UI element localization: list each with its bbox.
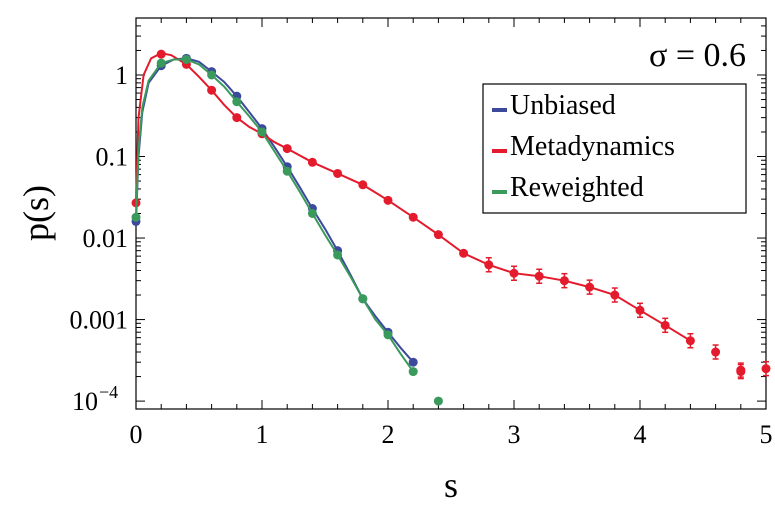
legend: Unbiased Metadynamics Reweighted (482, 83, 747, 214)
sigma-annotation: σ = 0.6 (649, 37, 746, 74)
y-tick-label: 0.001 (70, 306, 129, 335)
data-point-reweighted (131, 212, 141, 222)
data-point-metadynamics (559, 276, 569, 286)
data-point-metadynamics (307, 157, 317, 167)
y-axis-label: p(s) (16, 185, 56, 241)
x-axis-ticks: 0 1 2 3 4 5 (130, 18, 773, 449)
x-tick-label: 3 (508, 420, 521, 449)
data-point-metadynamics (685, 336, 695, 346)
series-line-reweighted (135, 58, 415, 373)
x-axis-label: s (444, 465, 458, 505)
x-tick-label: 2 (382, 420, 395, 449)
data-point-metadynamics (484, 260, 494, 270)
data-point-metadynamics (358, 180, 368, 190)
data-point-metadynamics (660, 320, 670, 330)
data-point-reweighted (232, 97, 242, 107)
y-tick-label-base: 10 (72, 387, 98, 416)
y-axis-ticks: 1 0.1 0.01 0.001 10 −4 (70, 17, 766, 416)
data-point-reweighted (307, 209, 317, 218)
data-point-metadynamics (383, 195, 393, 205)
data-point-metadynamics (207, 85, 217, 95)
data-point-metadynamics (156, 49, 166, 59)
y-tick-label: 1 (115, 61, 128, 90)
data-point-reweighted (358, 294, 368, 304)
data-point-reweighted (383, 330, 393, 340)
data-point-metadynamics (711, 347, 721, 357)
series-line-unbiased (135, 57, 414, 363)
data-point-reweighted (282, 166, 292, 176)
data-point-reweighted (433, 396, 443, 406)
data-point-unbiased (408, 357, 418, 367)
x-tick-label: 0 (130, 420, 143, 449)
data-point-metadynamics (585, 282, 595, 292)
y-tick-label: 0.1 (96, 143, 129, 172)
data-point-reweighted (156, 58, 166, 68)
x-tick-label: 1 (256, 420, 269, 449)
data-point-metadynamics (333, 168, 343, 178)
data-point-reweighted (207, 70, 217, 80)
data-point-metadynamics (433, 230, 443, 240)
data-point-metadynamics (509, 268, 519, 278)
data-point-reweighted (333, 250, 343, 260)
data-point-metadynamics (282, 144, 292, 154)
legend-label-unbiased: Unbiased (510, 90, 616, 121)
data-point-metadynamics (534, 271, 544, 281)
data-point-reweighted (181, 54, 191, 64)
legend-label-metadynamics: Metadynamics (510, 131, 675, 162)
legend-box (482, 83, 747, 214)
data-point-metadynamics (459, 248, 469, 258)
data-point-metadynamics (408, 212, 418, 222)
data-point-metadynamics (232, 113, 242, 123)
x-tick-label: 5 (760, 420, 773, 449)
data-point-metadynamics (761, 364, 771, 374)
data-point-metadynamics (610, 290, 620, 300)
y-tick-label-exponent: −4 (99, 382, 118, 402)
legend-label-reweighted: Reweighted (510, 172, 644, 203)
y-tick-label: 0.01 (83, 224, 129, 253)
data-point-reweighted (257, 127, 267, 137)
x-tick-label: 4 (634, 420, 647, 449)
series-layer (131, 49, 771, 406)
data-point-reweighted (408, 367, 418, 377)
data-point-metadynamics (736, 367, 746, 377)
data-point-metadynamics (635, 305, 645, 315)
